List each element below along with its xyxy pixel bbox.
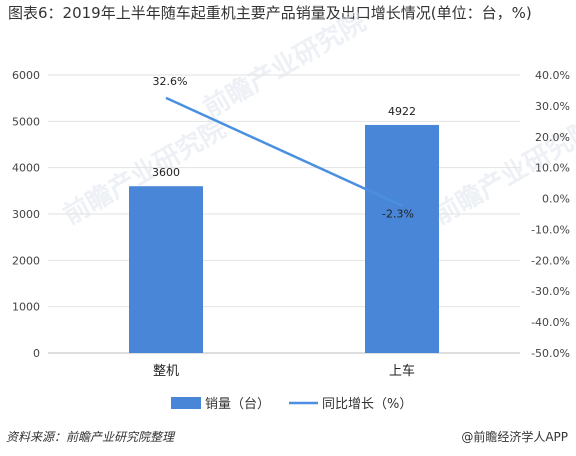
right-tick-5: 0.0% [542,193,570,206]
growth-line-path [165,96,403,207]
watermark-1: 前瞻产业研究院 [198,6,371,124]
legend-bar-swatch [171,397,201,409]
left-tick-5000: 5000 [12,115,40,128]
right-tick-4: -10.0% [531,223,570,236]
right-tick-3: -20.0% [531,254,570,267]
category-axis: 整机 上车 [153,363,415,379]
line-label-0: 32.6% [153,75,188,88]
right-tick-2: -30.0% [531,285,570,298]
source-note: 资料来源：前瞻产业研究院整理 [6,430,175,444]
left-tick-1000: 1000 [12,301,40,314]
legend: 销量（台） 同比增长（%） [171,397,412,412]
category-label-1: 上车 [389,363,415,379]
right-tick-9: 40.0% [535,69,570,82]
grid [48,74,520,354]
left-tick-6000: 6000 [12,69,40,82]
legend-line-label: 同比增长（%） [322,397,412,412]
legend-bar-label: 销量（台） [205,397,270,412]
right-tick-1: -40.0% [531,316,570,329]
right-tick-0: -50.0% [531,347,570,360]
chart-title: 图表6：2019年上半年随车起重机主要产品销量及出口增长情况(单位：台，%) [8,4,532,22]
right-tick-7: 20.0% [535,131,570,144]
category-label-0: 整机 [153,364,179,379]
right-tick-6: 10.0% [535,162,570,175]
right-tick-8: 30.0% [535,100,570,113]
left-tick-2000: 2000 [12,254,40,267]
left-tick-3000: 3000 [12,208,40,221]
right-axis: -50.0% -40.0% -30.0% -20.0% -10.0% 0.0% 10.0% 2… [531,69,570,360]
growth-line: 32.6% -2.3% [153,75,414,221]
left-axis: 0 1000 2000 3000 4000 5000 6000 [12,69,40,360]
left-tick-0: 0 [33,347,40,360]
bar-0 [129,186,203,353]
bar-label-0: 3600 [152,166,180,179]
left-tick-4000: 4000 [12,162,40,175]
bar-label-1: 4922 [388,105,416,118]
brand-credit: @前瞻经济学人APP [461,430,568,444]
line-label-1: -2.3% [382,208,414,221]
bar-1 [365,124,439,354]
bars: 3600 4922 [129,105,439,354]
